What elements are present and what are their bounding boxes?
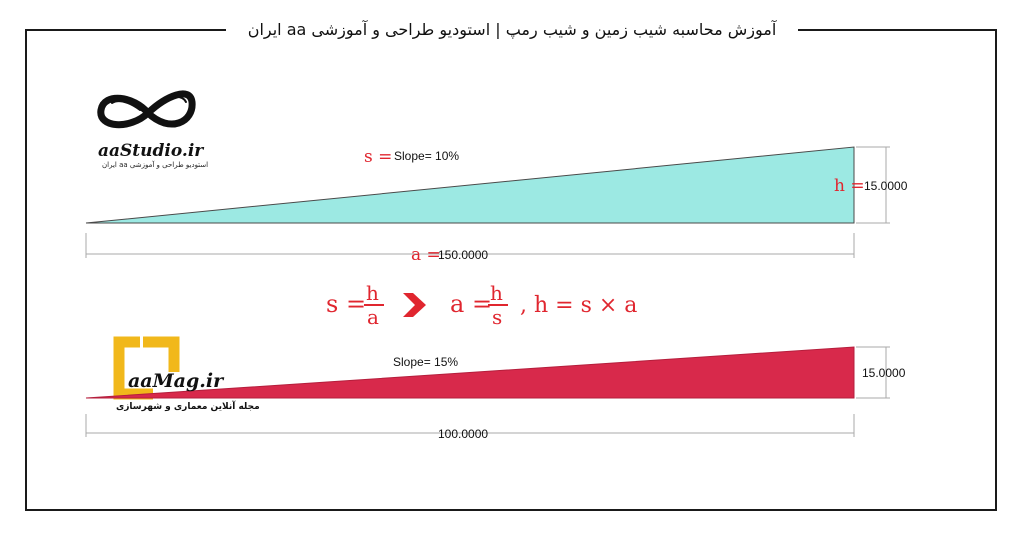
formula-length-left: a = (450, 290, 492, 318)
aastudio-logo: aaStudio.ir استودیو طراحی و آموزشی aa ای… (98, 142, 208, 170)
page-title: آموزش محاسبه شیب زمین و شیب رمپ | استودی… (225, 18, 799, 42)
aamag-logo-name: aaMag.ir (128, 370, 224, 392)
formula-slope-denominator: a (367, 305, 379, 329)
height-value-2: 15.0000 (862, 366, 906, 380)
slope-label-1: Slope= 10% (394, 149, 459, 163)
aastudio-logo-subtitle: استودیو طراحی و آموزشی aa ایران (102, 161, 209, 169)
length-value-1: 150.0000 (438, 248, 488, 262)
length-symbol-1: a = (411, 245, 441, 265)
formula-length: a = h s (450, 281, 508, 329)
slope-symbol-1: s = (364, 147, 392, 167)
ramp-triangle-1 (85, 146, 855, 224)
formula-length-denominator: s (492, 305, 502, 329)
title-bar: آموزش محاسبه شیب زمین و شیب رمپ | استودی… (0, 18, 1024, 42)
formula-slope: s = h a (326, 281, 384, 329)
length-value-2: 100.0000 (438, 427, 488, 441)
aamag-logo-subtitle: مجله آنلاین معماری و شهرسازی (116, 402, 260, 412)
formula-slope-left: s = (326, 290, 366, 318)
formula-length-numerator: h (490, 281, 503, 305)
aamag-logo-icon (113, 336, 180, 400)
height-value-1: 15.0000 (864, 179, 908, 193)
aastudio-logo-name: aaStudio.ir (98, 141, 204, 161)
arrow-right-icon (403, 293, 426, 317)
ramp-triangle-2 (85, 346, 855, 399)
slope-label-2: Slope= 15% (393, 355, 458, 369)
height-symbol-1: h = (834, 176, 865, 196)
infinity-logo-icon (97, 90, 196, 129)
formula-slope-numerator: h (366, 281, 379, 305)
formula-height: , h = s × a (520, 293, 637, 318)
